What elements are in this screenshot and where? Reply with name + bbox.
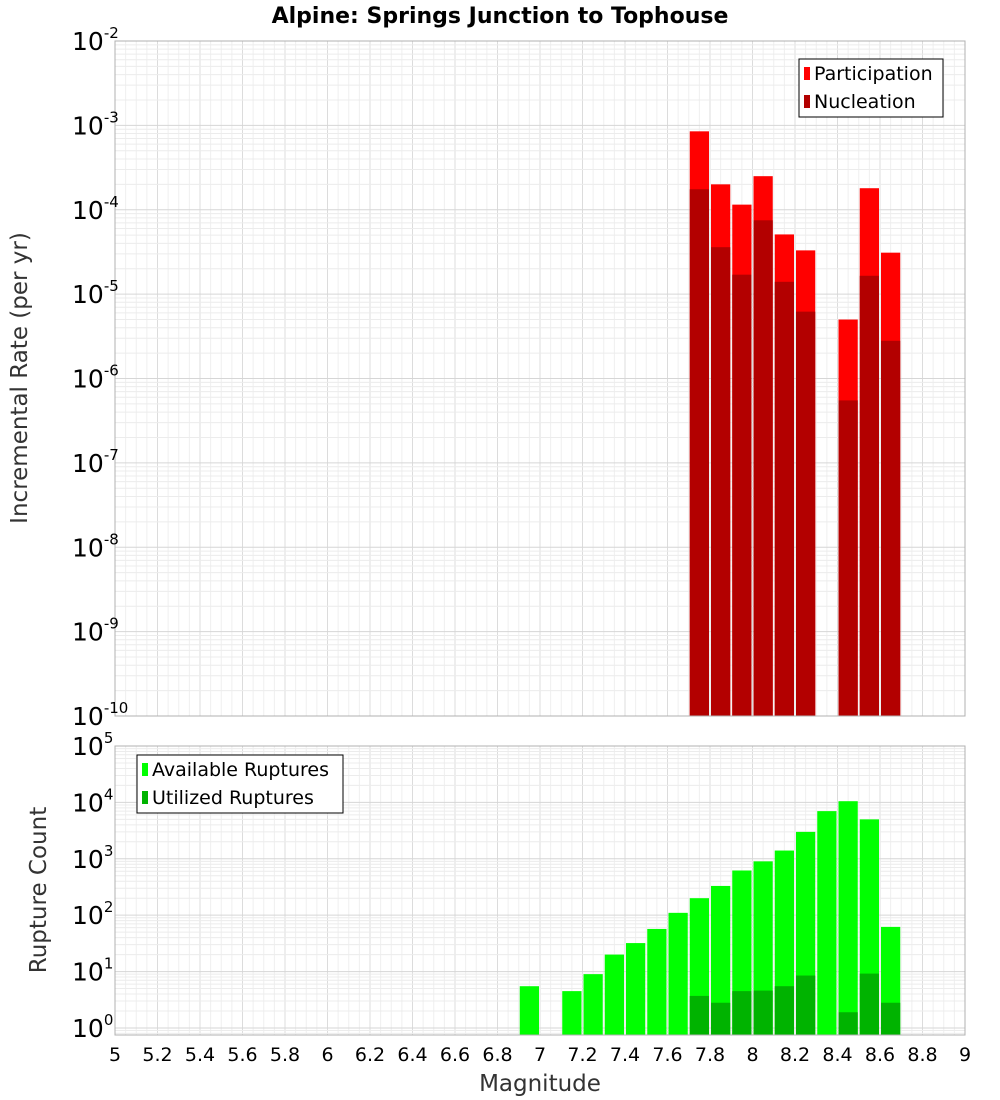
x-tick-label: 8.4: [822, 1044, 852, 1066]
rate-y-tick-label: 10-2: [72, 24, 119, 56]
x-tick-label: 7.4: [610, 1044, 640, 1066]
count-bar-0: [626, 943, 646, 1035]
count-y-tick-label: 104: [72, 785, 113, 817]
count-legend-label: Utilized Ruptures: [152, 787, 314, 809]
x-tick-label: 6.6: [440, 1044, 470, 1066]
count-bar-0: [604, 954, 624, 1035]
count-y-tick-label: 105: [72, 729, 113, 761]
rate-legend-label: Participation: [814, 63, 933, 85]
rate-y-tick-label: 10-10: [72, 699, 128, 731]
rate-legend-swatch: [804, 95, 810, 108]
count-bar-0: [583, 974, 603, 1035]
rate-legend-box: [798, 58, 944, 118]
x-tick-label: 6.8: [482, 1044, 512, 1066]
count-bar-0: [647, 928, 667, 1035]
count-legend-swatch: [142, 763, 148, 776]
count-y-tick-label: 101: [72, 955, 113, 987]
x-tick-label: 5.8: [270, 1044, 300, 1066]
count-bar-0: [562, 991, 582, 1035]
x-tick-label: 7.2: [567, 1044, 597, 1066]
chart-title: Alpine: Springs Junction to Tophouse: [272, 4, 729, 29]
count-bar-0: [838, 801, 858, 1035]
count-bar-1: [881, 1002, 901, 1035]
x-tick-label: 7.8: [695, 1044, 725, 1066]
rate-y-tick-label: 10-7: [72, 446, 119, 478]
x-tick-label: 8: [746, 1044, 758, 1066]
rate-plot-frame: [114, 40, 966, 717]
x-axis-label: Magnitude: [479, 1071, 601, 1097]
x-tick-label: 6.4: [397, 1044, 427, 1066]
x-tick-label: 9: [959, 1044, 971, 1066]
rate-y-tick-label: 10-9: [72, 615, 119, 647]
count-y-tick-label: 100: [72, 1011, 113, 1043]
count-plot-frame: [114, 745, 966, 1036]
rate-bar-1: [796, 311, 816, 716]
rate-bar-1: [838, 400, 858, 716]
count-y-tick-label: 102: [72, 898, 113, 930]
x-tick-label: 7: [534, 1044, 546, 1066]
count-bar-1: [796, 975, 816, 1035]
count-bar-0: [668, 912, 688, 1035]
count-bar-1: [753, 990, 773, 1035]
x-tick-label: 6.2: [355, 1044, 385, 1066]
count-y-tick-label: 103: [72, 842, 113, 874]
x-tick-label: 7.6: [652, 1044, 682, 1066]
x-tick-label: 5.6: [227, 1044, 257, 1066]
rate-bar-1: [881, 340, 901, 716]
rate-legend-label: Nucleation: [814, 91, 916, 113]
rate-bars: [689, 131, 901, 717]
rate-gridlines: [114, 40, 966, 717]
count-y-axis-label: Rupture Count: [26, 807, 52, 973]
rate-bar-1: [711, 247, 731, 716]
rate-bar-1: [689, 189, 709, 717]
count-bar-1: [774, 986, 794, 1035]
rate-y-tick-label: 10-8: [72, 530, 119, 562]
x-tick-label: 5: [109, 1044, 121, 1066]
count-bar-0: [519, 986, 539, 1035]
rate-bar-1: [753, 220, 773, 717]
rate-y-tick-label: 10-4: [72, 193, 119, 225]
rate-bar-1: [859, 275, 879, 716]
count-bar-1: [859, 973, 879, 1035]
count-bars: [519, 801, 901, 1035]
count-legend-swatch: [142, 791, 148, 804]
count-bar-0: [817, 811, 837, 1035]
count-bar-1: [838, 1012, 858, 1035]
rate-y-axis-label: Incremental Rate (per yr): [7, 232, 33, 524]
count-legend-label: Available Ruptures: [152, 759, 329, 781]
count-bar-1: [732, 991, 752, 1035]
x-tick-label: 5.2: [142, 1044, 172, 1066]
rate-y-ticks: 10-10 10-9 10-8 10-7 10-6 10-5 10-4 10-3 10-2: [72, 24, 128, 731]
rate-y-tick-label: 10-6: [72, 362, 119, 394]
x-tick-label: 5.4: [185, 1044, 215, 1066]
count-panel: 100 101 102 103 104 105 Rupture Count Availab…: [26, 729, 966, 1043]
rate-bar-1: [774, 281, 794, 716]
x-tick-label: 8.2: [780, 1044, 810, 1066]
count-legend: Available Ruptures Utilized Ruptures: [136, 754, 344, 814]
x-ticks: 5 5.2 5.4 5.6 5.8 6 6.2 6.4 6.6 6.8 7 7.2 7.4 7.6 7.8 8…: [109, 1044, 971, 1066]
rate-y-tick-label: 10-3: [72, 108, 119, 140]
rate-legend-swatch: [804, 67, 810, 80]
rate-y-tick-label: 10-5: [72, 277, 119, 309]
rate-legend: Participation Nucleation: [798, 58, 944, 118]
count-bar-0: [711, 885, 731, 1035]
rate-panel: 10-10 10-9 10-8 10-7 10-6 10-5 10-4 10-3 10-2 In…: [7, 24, 966, 731]
x-tick-label: 6: [321, 1044, 333, 1066]
count-y-ticks: 100 101 102 103 104 105: [72, 729, 113, 1043]
count-bar-1: [711, 1002, 731, 1035]
x-tick-label: 8.6: [865, 1044, 895, 1066]
rate-bar-1: [732, 274, 752, 716]
count-bar-1: [689, 995, 709, 1035]
count-legend-box: [136, 754, 344, 814]
x-tick-label: 8.8: [907, 1044, 937, 1066]
